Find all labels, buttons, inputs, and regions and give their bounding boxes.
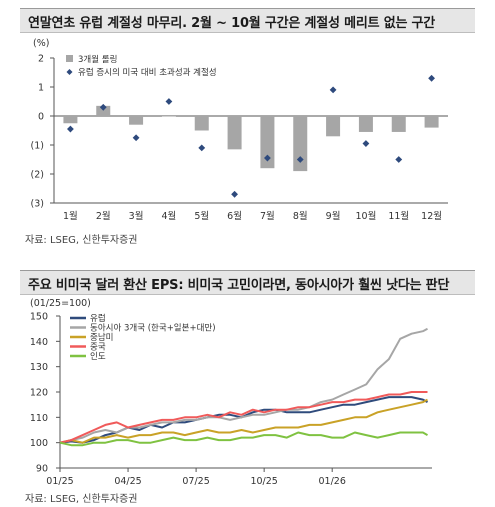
point-12 [428, 74, 435, 82]
x-tick-label: 10월 [355, 210, 376, 222]
bar-6 [227, 116, 242, 150]
y-tick-label: 2 [38, 54, 44, 65]
point-8 [296, 156, 304, 163]
bar-7 [260, 116, 275, 169]
x-tick-label: 04/25 [114, 476, 141, 487]
y-tick-label: 140 [30, 337, 48, 348]
x-tick-label: 11월 [388, 210, 409, 222]
y-tick-label: 130 [30, 362, 48, 373]
bar-2 [96, 105, 111, 116]
eps-line-chart: 90 100 110 120 130 140 150 01/25 04/25 07/25 10/25… [30, 312, 432, 487]
point-2 [99, 103, 107, 111]
bar-4 [161, 116, 176, 117]
y-tick-label: 0 [38, 112, 44, 123]
legend-label-2: 동아시아 3개국 (한국+일본+대만) [90, 323, 216, 334]
point-4 [165, 98, 173, 105]
point-10 [362, 140, 370, 147]
legend-label-5: 인도 [90, 351, 106, 362]
y-axis-unit: (01/25=100) [30, 298, 91, 309]
chart-panel-seasonality: 연말연초 유럽 계절성 마무리. 2월 ~ 10월 구간은 계절성 메리트 없는… [0, 0, 495, 246]
bar-10 [358, 116, 373, 132]
y-tick-label: 90 [36, 464, 48, 475]
legend-swatch-bar [66, 55, 73, 62]
y-tick-label: 1 [38, 83, 44, 94]
source-note: 자료: LSEG, 신한투자증권 [25, 235, 138, 246]
x-tick-label: 4월 [162, 210, 177, 222]
y-tick-label: (2) [31, 170, 44, 181]
x-tick-label: 3월 [129, 210, 144, 222]
legend-label-4: 중국 [90, 343, 106, 353]
x-tick-label: 10/25 [250, 476, 277, 487]
x-tick-label: 8월 [293, 210, 308, 222]
point-5 [198, 144, 206, 152]
point-6 [231, 190, 238, 198]
x-tick-label: 7월 [260, 210, 275, 222]
x-tick-label: 9월 [326, 210, 341, 222]
chart-panel-eps: 주요 비미국 달러 환산 EPS: 비미국 고민이라면, 동아시아가 훨씬 낫다… [0, 260, 495, 507]
legend-swatch-diamond [66, 69, 73, 75]
y-tick-label: 150 [30, 312, 48, 323]
series-line-3 [59, 398, 428, 444]
x-tick-label: 2월 [96, 210, 111, 222]
x-tick-label: 1월 [63, 210, 78, 222]
x-tick-label: 01/25 [46, 476, 73, 487]
bar-12 [424, 116, 439, 128]
bar-1 [63, 116, 78, 124]
y-tick-label: (3) [31, 199, 44, 210]
legend-label-1: 유럽 [90, 314, 106, 324]
bar-3 [129, 116, 144, 125]
y-tick-label: (1) [31, 141, 44, 152]
seasonality-bar-chart: 2 1 0 (1) (2) (3) 1월 2월 3월 4월 5월 6월 7월 8월 9월 10월 11월 12월 3… [31, 54, 448, 222]
chart-title: 주요 비미국 달러 환산 EPS: 비미국 고민이라면, 동아시아가 훨씬 낫다… [28, 278, 450, 293]
bar-11 [391, 116, 406, 132]
series-line-4 [59, 391, 428, 444]
series-line-2 [59, 327, 428, 444]
bar-9 [326, 116, 341, 137]
legend-label-3: 중남미 [90, 333, 113, 343]
y-tick-label: 110 [30, 413, 48, 424]
y-axis-unit: (%) [33, 38, 50, 49]
chart-title-bar: 주요 비미국 달러 환산 EPS: 비미국 고민이라면, 동아시아가 훨씬 낫다… [20, 270, 475, 295]
source-note: 자료: LSEG, 신한투자증권 [25, 494, 138, 505]
legend-label-diamond: 유럽 증시의 미국 대비 초과성과 계절성 [78, 67, 217, 78]
chart-title: 연말연초 유럽 계절성 마무리. 2월 ~ 10월 구간은 계절성 메리트 없는… [28, 16, 436, 31]
y-tick-label: 100 [30, 438, 48, 449]
bar-8 [293, 116, 308, 172]
legend-label-bar: 3개월 롤링 [78, 54, 117, 65]
x-tick-label: 12월 [421, 210, 442, 222]
point-3 [132, 134, 140, 142]
x-tick-label: 6월 [227, 210, 242, 222]
bar-5 [194, 116, 209, 131]
point-7 [264, 154, 271, 162]
y-tick-label: 120 [30, 388, 48, 399]
point-11 [395, 156, 403, 163]
point-9 [329, 86, 337, 94]
series-line-5 [59, 431, 428, 447]
point-1 [67, 125, 74, 133]
x-tick-label: 07/25 [182, 476, 209, 487]
chart-title-bar: 연말연초 유럽 계절성 마무리. 2월 ~ 10월 구간은 계절성 메리트 없는… [20, 8, 475, 33]
x-tick-label: 5월 [194, 210, 209, 222]
x-tick-label: 01/26 [318, 476, 345, 487]
